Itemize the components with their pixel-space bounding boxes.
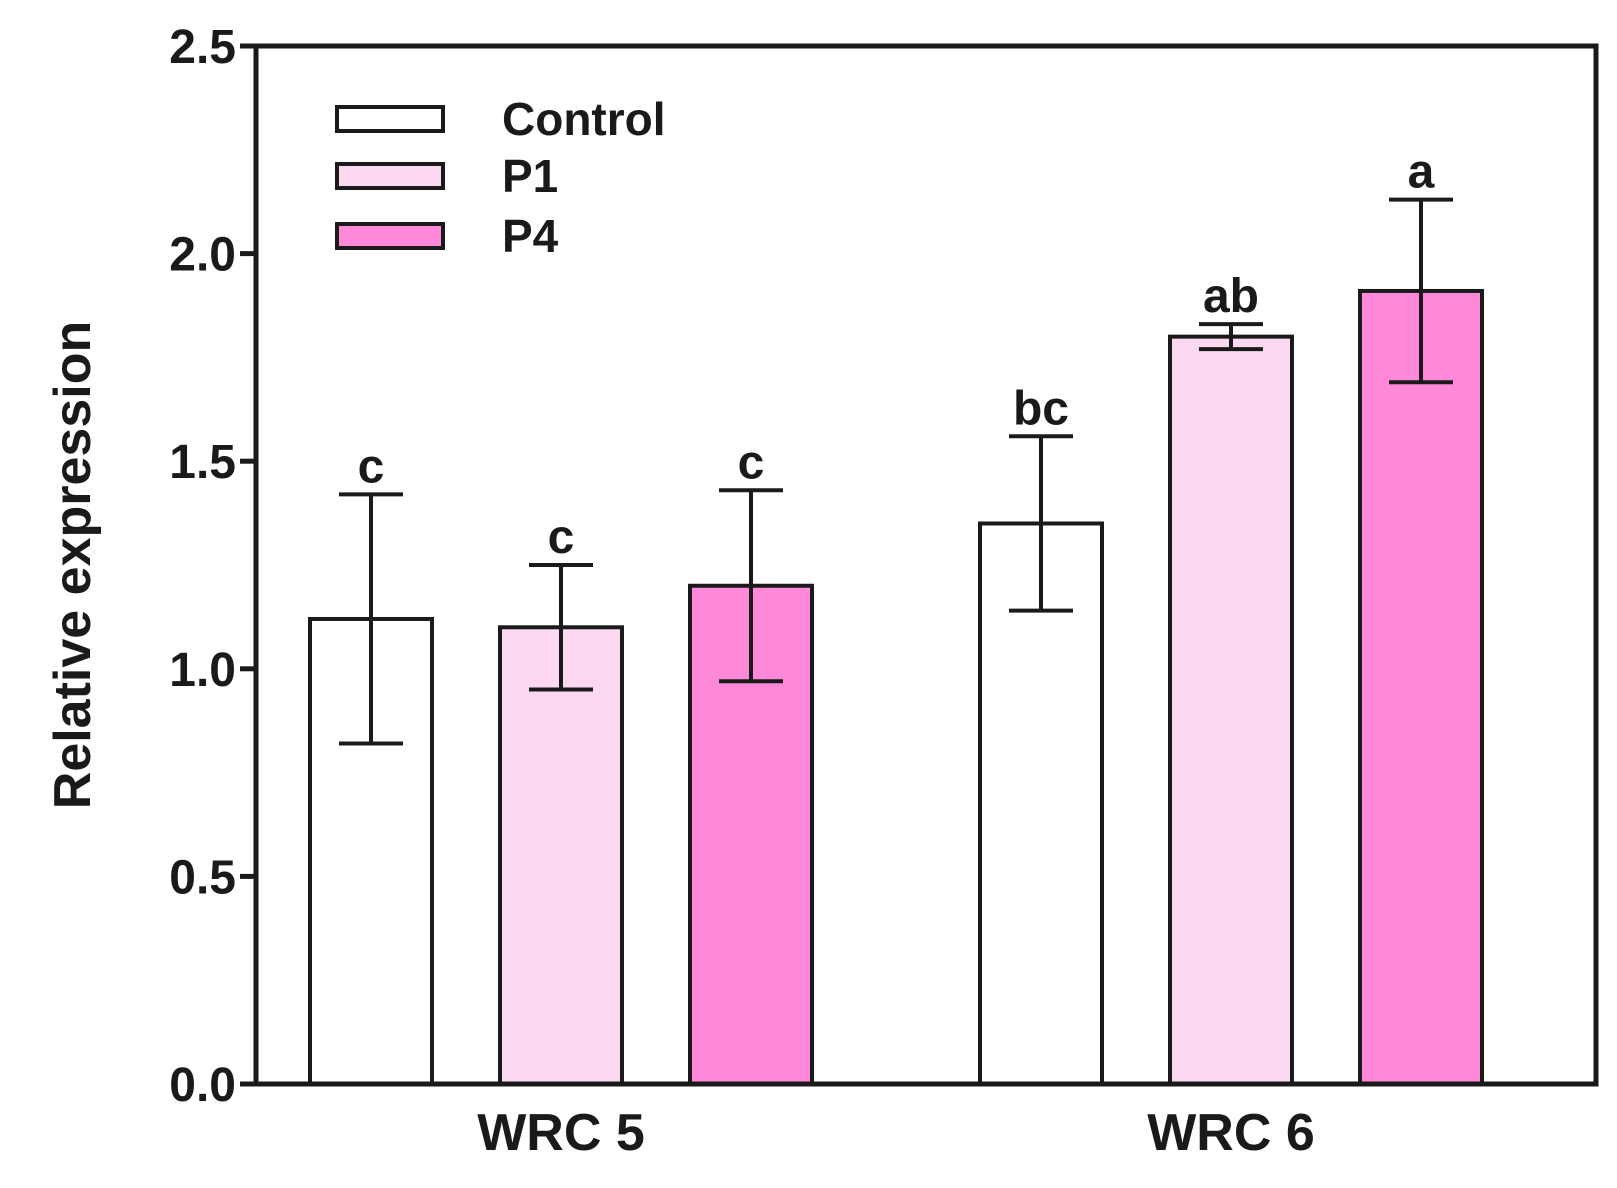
y-tick-label: 0.0 — [169, 1059, 236, 1112]
error-bar — [529, 563, 593, 692]
y-tick-label: 1.0 — [169, 644, 236, 697]
error-bars-layer — [339, 197, 1453, 746]
plot-frame — [253, 43, 1599, 1087]
y-tick-label: 1.5 — [169, 436, 236, 489]
bar-p1-1 — [498, 625, 624, 1087]
significance-labels-layer: c c c bc ab a — [358, 146, 1435, 564]
y-tick-label: 2.5 — [169, 21, 236, 74]
bar-p4-2 — [1358, 288, 1484, 1086]
legend-swatch — [335, 105, 445, 133]
significance-label: c — [548, 511, 575, 564]
x-axis: WRC 5 WRC 6 — [477, 1104, 1315, 1162]
error-bar — [1009, 434, 1073, 613]
bar-p1-2 — [1168, 334, 1294, 1086]
significance-label: ab — [1203, 270, 1259, 323]
legend-label: Control — [502, 93, 666, 145]
significance-label: c — [358, 440, 385, 493]
y-tick-label: 2.0 — [169, 229, 236, 282]
bars-layer — [308, 288, 1484, 1087]
error-bar — [1199, 322, 1263, 352]
legend-label: P4 — [502, 210, 559, 262]
legend-label: P1 — [502, 150, 558, 202]
legend-swatch — [335, 162, 445, 190]
error-bar — [339, 492, 403, 746]
legend-item-p1: P1 — [335, 150, 558, 202]
y-tick-label: 0.5 — [169, 851, 236, 904]
x-category-label: WRC 5 — [477, 1104, 645, 1162]
significance-label: bc — [1013, 382, 1069, 435]
y-axis: 0.0 0.5 1.0 1.5 2.0 2.5 — [169, 21, 256, 1112]
legend-swatch — [335, 222, 445, 250]
x-category-label: WRC 6 — [1147, 1104, 1315, 1162]
legend-item-control: Control — [335, 93, 666, 145]
y-axis-title: Relative expression — [44, 321, 102, 809]
significance-label: a — [1408, 146, 1435, 199]
error-bar — [1389, 197, 1453, 385]
significance-label: c — [738, 436, 765, 489]
error-bar — [719, 488, 783, 684]
legend-item-p4: P4 — [335, 210, 559, 262]
